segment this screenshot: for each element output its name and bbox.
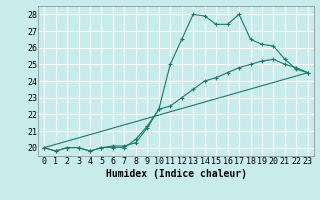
X-axis label: Humidex (Indice chaleur): Humidex (Indice chaleur) <box>106 169 246 179</box>
